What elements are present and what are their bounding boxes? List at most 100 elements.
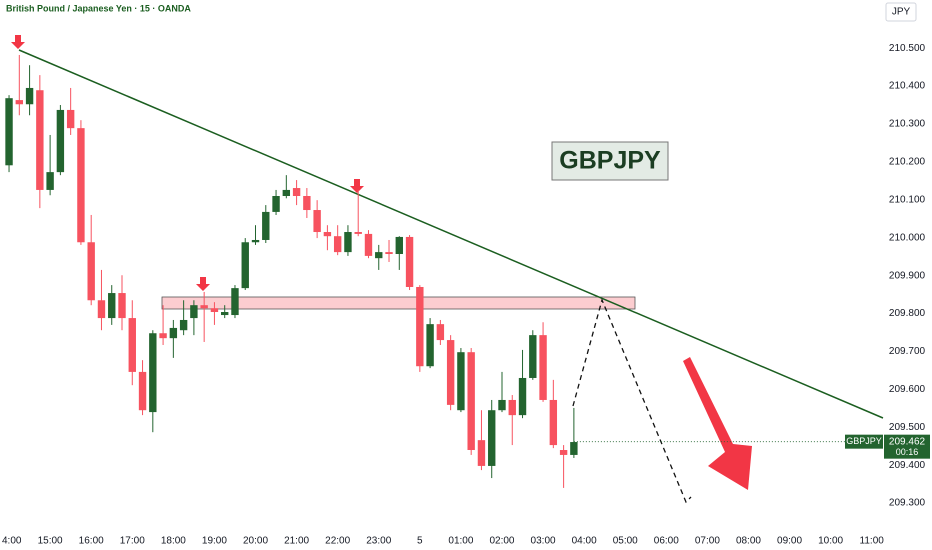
y-tick-label: 209.900 [889,270,926,281]
candle-body [344,232,352,253]
countdown-label: 00:16 [896,447,919,457]
candle-body [303,196,311,211]
candle-body [108,293,116,319]
candle-body [282,189,291,197]
x-tick-label: 10:00 [818,536,843,547]
candle-body [272,196,280,212]
candle-body [477,440,486,466]
y-tick-label: 210.000 [889,232,926,243]
annotation-label: GBPJPY [559,147,661,175]
candle-body [436,324,445,341]
marker-arrow [11,35,25,49]
candle-body [518,377,527,416]
candle-body [426,324,434,367]
x-tick-label: 05:00 [613,536,638,547]
candle-body [508,399,516,416]
x-tick-label: 5 [417,536,423,547]
x-tick-label: 18:00 [161,536,186,547]
candle-body [313,210,321,233]
candle-body [467,352,475,451]
y-tick-label: 209.400 [889,460,926,471]
candle-body [5,98,13,166]
candle-body [87,242,95,301]
annotation-box [551,141,669,181]
y-tick-label: 210.500 [889,43,926,54]
x-tick-label: 04:00 [572,536,597,547]
x-tick-label: 23:00 [366,536,391,547]
currency-button-label[interactable]: JPY [892,7,911,18]
candle-body [25,87,34,105]
y-tick-label: 209.600 [889,384,926,395]
resistance-zone [161,296,636,310]
candle-body [97,300,106,319]
x-tick-label: 01:00 [448,536,473,547]
candle-body [36,90,44,190]
candle-body [138,371,147,411]
y-tick-label: 210.200 [889,157,926,168]
chart-title: British Pound / Japanese Yen · 15 · OAND… [6,3,191,13]
projection-path [572,298,692,504]
candle-body [405,236,414,287]
candle-body [159,333,167,339]
y-tick-label: 209.800 [889,308,926,319]
candle-body [66,109,75,129]
x-tick-label: 20:00 [243,536,268,547]
price-tag-label: 209.462 [889,436,926,447]
candle-body [262,211,270,240]
candle-body [210,308,219,313]
trendline [18,49,884,419]
candle-body [221,312,229,316]
candle-body [549,399,558,446]
candle-body [292,188,301,197]
candle-body [559,450,568,455]
x-tick-label: 08:00 [736,536,761,547]
candle-body [231,288,239,316]
candle-body [323,232,332,237]
candle-body [498,399,506,411]
y-tick-label: 210.100 [889,194,926,205]
x-tick-label: 17:00 [120,536,145,547]
candle-body [333,236,342,253]
candle-body [539,335,547,400]
candle-body [354,232,362,234]
marker-arrow [196,277,210,291]
candle-body [416,286,424,367]
y-tick-label: 209.300 [889,498,926,509]
candle-body [56,109,65,173]
x-tick-label: 16:00 [79,536,104,547]
candle-body [46,172,54,190]
y-tick-label: 209.500 [889,422,926,433]
x-tick-label: 4:00 [2,536,22,547]
candle-body [15,100,24,105]
y-tick-label: 210.400 [889,81,926,92]
down-arrow [683,357,752,490]
price-tag [884,434,930,459]
candle-body [128,318,136,372]
candle-body [395,236,403,255]
x-tick-label: 22:00 [325,536,350,547]
candle-body [364,233,373,256]
candle-body [570,442,578,455]
x-tick-label: 06:00 [654,536,679,547]
symbol-tag [845,434,883,449]
marker-arrow [350,179,364,193]
candle-body [200,305,208,309]
y-tick-label: 210.300 [889,119,926,130]
candle-body [529,335,537,378]
candle-body [241,242,249,289]
candle-body [375,252,383,259]
candle-body [385,252,393,255]
candle-body [169,327,178,339]
x-tick-label: 03:00 [531,536,556,547]
candles [5,54,578,488]
x-tick-label: 11:00 [860,536,885,547]
candle-body [179,319,188,331]
x-tick-label: 19:00 [202,536,227,547]
currency-button[interactable] [885,2,917,22]
candle-body [488,410,496,466]
x-tick-label: 07:00 [695,536,720,547]
y-tick-label: 209.700 [889,346,926,357]
